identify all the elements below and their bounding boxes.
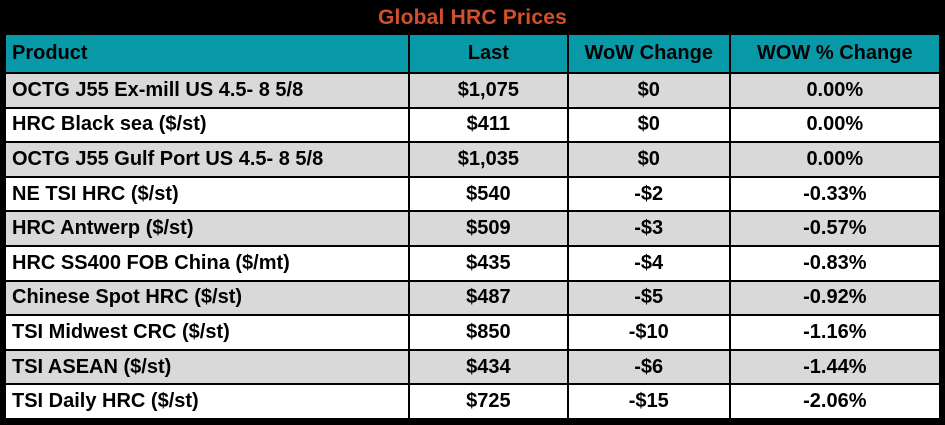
cell-product: NE TSI HRC ($/st) [4,175,410,213]
column-header-last: Last [407,33,569,74]
hrc-prices-table: Product Last WoW Change WOW % Change OCT… [4,33,942,420]
cell-last: $487 [407,279,569,317]
cell-wow-pct-change: 0.00% [728,72,942,109]
cell-wow-change: -$5 [566,279,731,317]
cell-last: $411 [407,106,569,144]
column-header-wow-pct-change: WOW % Change [728,33,942,74]
table-title-bar: Global HRC Prices [4,3,941,33]
cell-wow-change: -$6 [566,348,731,386]
cell-product: HRC Antwerp ($/st) [4,210,410,247]
cell-product: HRC SS400 FOB China ($/mt) [4,244,410,282]
table-row: HRC Black sea ($/st) $411 $0 0.00% [4,106,942,144]
cell-last: $540 [407,175,569,213]
page-title: Global HRC Prices [378,6,567,29]
table-row: OCTG J55 Ex-mill US 4.5- 8 5/8 $1,075 $0 0.… [4,72,942,109]
cell-last: $434 [407,348,569,386]
cell-wow-pct-change: -2.06% [728,383,942,420]
table-row: NE TSI HRC ($/st) $540 -$2 -0.33% [4,175,942,213]
cell-last: $725 [407,383,569,420]
table-row: TSI Daily HRC ($/st) $725 -$15 -2.06% [4,383,942,420]
cell-product: TSI ASEAN ($/st) [4,348,410,386]
table-row: HRC SS400 FOB China ($/mt) $435 -$4 -0.83% [4,244,942,282]
cell-wow-change: -$2 [566,175,731,213]
cell-wow-change: $0 [566,106,731,144]
table-row: TSI Midwest CRC ($/st) $850 -$10 -1.16% [4,314,942,351]
cell-wow-pct-change: -1.44% [728,348,942,386]
table-row: TSI ASEAN ($/st) $434 -$6 -1.44% [4,348,942,386]
table-header-row: Product Last WoW Change WOW % Change [4,33,942,74]
cell-wow-change: -$10 [566,314,731,351]
cell-wow-pct-change: -0.92% [728,279,942,317]
cell-product: Chinese Spot HRC ($/st) [4,279,410,317]
table-row: Chinese Spot HRC ($/st) $487 -$5 -0.92% [4,279,942,317]
cell-wow-pct-change: -1.16% [728,314,942,351]
cell-last: $850 [407,314,569,351]
cell-product: TSI Midwest CRC ($/st) [4,314,410,351]
table-body: OCTG J55 Ex-mill US 4.5- 8 5/8 $1,075 $0 0.… [4,72,942,420]
cell-wow-change: -$15 [566,383,731,420]
cell-last: $1,035 [407,141,569,178]
cell-product: OCTG J55 Gulf Port US 4.5- 8 5/8 [4,141,410,178]
cell-product: OCTG J55 Ex-mill US 4.5- 8 5/8 [4,72,410,109]
cell-last: $509 [407,210,569,247]
cell-product: HRC Black sea ($/st) [4,106,410,144]
cell-wow-change: -$3 [566,210,731,247]
cell-last: $435 [407,244,569,282]
cell-product: TSI Daily HRC ($/st) [4,383,410,420]
cell-wow-pct-change: 0.00% [728,106,942,144]
cell-wow-change: $0 [566,141,731,178]
table-row: HRC Antwerp ($/st) $509 -$3 -0.57% [4,210,942,247]
column-header-product: Product [4,33,410,74]
cell-wow-pct-change: 0.00% [728,141,942,178]
table-row: OCTG J55 Gulf Port US 4.5- 8 5/8 $1,035 $0… [4,141,942,178]
cell-wow-change: $0 [566,72,731,109]
cell-wow-change: -$4 [566,244,731,282]
cell-wow-pct-change: -0.83% [728,244,942,282]
cell-wow-pct-change: -0.33% [728,175,942,213]
cell-last: $1,075 [407,72,569,109]
column-header-wow-change: WoW Change [566,33,731,74]
cell-wow-pct-change: -0.57% [728,210,942,247]
